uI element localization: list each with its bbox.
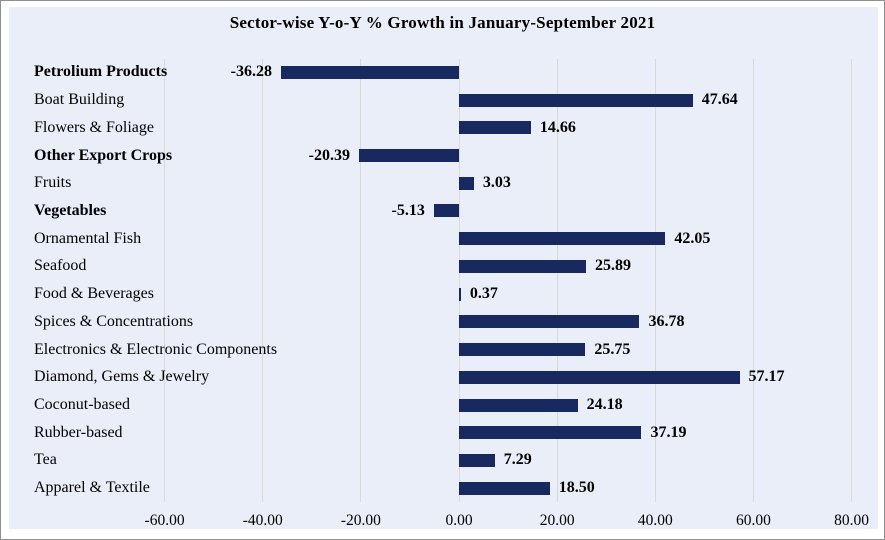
bar [459,343,586,357]
category-label: Food & Beverages [34,285,154,303]
category-label: Vegetables [34,201,107,219]
category-label: Other Export Crops [34,146,173,164]
category-label: Apparel & Textile [34,479,150,497]
bar [358,149,459,163]
category-label: Tea [34,451,57,469]
bar [459,287,461,301]
category-label: Seafood [34,257,87,275]
gridline [654,58,656,502]
category-label: Ornamental Fish [34,229,142,247]
bar [433,204,459,218]
category-label: Flowers & Foliage [34,118,154,136]
gridline [262,58,264,502]
value-label: 0.37 [469,285,498,303]
value-label: -5.13 [391,201,425,219]
category-label: Spices & Concentrations [34,312,194,330]
bar [459,176,474,190]
category-label: Fruits [34,174,72,192]
value-label: 25.75 [594,340,631,358]
value-label: 37.19 [650,423,687,441]
value-label: -20.39 [308,146,350,164]
gridline [458,58,460,502]
x-tick-label: 80.00 [834,512,869,529]
x-tick-label: 40.00 [637,512,673,529]
bar [280,65,459,79]
x-tick-label: -40.00 [242,512,283,529]
bar [459,232,666,246]
x-tick-label: 60.00 [735,512,771,529]
chart-panel [9,7,878,529]
bar [459,453,495,467]
gridline [360,58,362,502]
value-label: 18.50 [558,479,595,497]
bar [459,398,578,412]
category-label: Coconut-based [34,396,130,413]
bar [459,315,640,329]
category-label: Diamond, Gems & Jewelry [34,368,210,386]
category-label: Boat Building [34,91,125,109]
bar [459,121,531,135]
bar [459,259,587,273]
bar [459,481,550,495]
value-label: 42.05 [674,229,711,247]
x-tick-label: -60.00 [144,512,185,529]
category-label: Rubber-based [34,423,123,441]
value-label: 3.03 [482,174,511,192]
value-label: 36.78 [648,312,685,330]
value-label: 47.64 [701,91,738,109]
chart-title: Sector-wise Y-o-Y % Growth in January-Se… [229,13,656,32]
value-label: 25.89 [595,257,632,275]
gridline [164,58,166,502]
bar [459,426,642,440]
value-label: 7.29 [503,451,532,469]
category-label: Petrolium Products [34,63,168,81]
bar [459,370,740,384]
value-label: 24.18 [586,396,623,413]
gridline [851,58,853,502]
x-tick-label: 0.00 [445,512,473,529]
gridline [556,58,558,502]
x-tick-label: -20.00 [340,512,381,529]
value-label: 57.17 [748,368,785,386]
bar [459,93,693,107]
value-label: 14.66 [539,118,576,136]
category-label: Electronics & Electronic Components [34,340,278,358]
x-tick-label: 20.00 [539,512,575,529]
gridline [752,58,754,502]
value-label: -36.28 [230,63,272,81]
